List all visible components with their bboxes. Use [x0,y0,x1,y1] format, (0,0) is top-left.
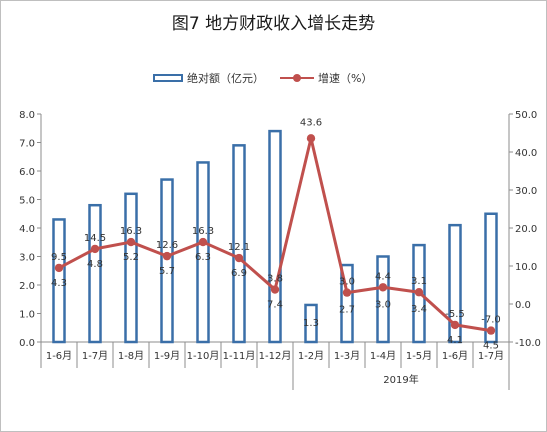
legend-item-amount: 绝对额（亿元） [153,70,264,86]
legend: 绝对额（亿元） 增速（%） [0,70,547,86]
legend-item-growth: 增速（%） [280,70,372,86]
legend-line-swatch [280,74,314,82]
chart-title: 图7 地方财政收入增长走势 [171,14,376,34]
legend-bar-swatch [153,74,183,82]
legend-label-growth: 增速（%） [318,72,373,85]
legend-label-amount: 绝对额（亿元） [187,72,264,85]
